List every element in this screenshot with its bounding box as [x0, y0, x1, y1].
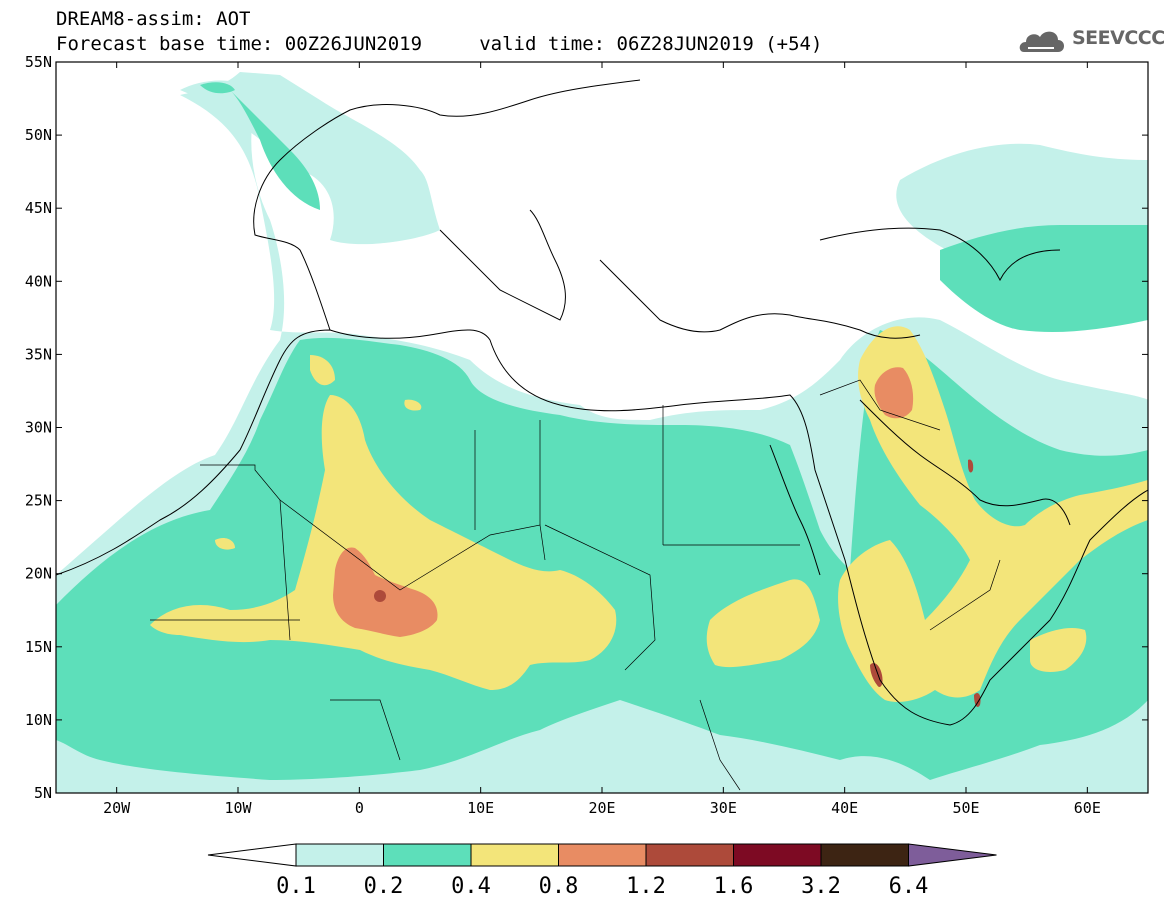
colorbar-label: 0.1	[276, 874, 316, 899]
colorbar-over-triangle	[908, 843, 997, 867]
coastlines	[56, 79, 1148, 726]
lat-tick-label: 55N	[25, 53, 52, 71]
colorbar-label: 3.2	[801, 874, 841, 899]
lon-tick-label: 20E	[588, 799, 615, 817]
colorbar: 0.1 0.2 0.4 0.8 1.2 1.6 3.2 6.4	[207, 843, 997, 899]
lat-tick-label: 30N	[25, 419, 52, 437]
lat-tick-label: 20N	[25, 565, 52, 583]
lon-tick-label: 60E	[1074, 799, 1101, 817]
country-borders	[150, 379, 1001, 791]
colorbar-box	[558, 843, 647, 867]
lat-tick-label: 10N	[25, 711, 52, 729]
colorbar-box	[295, 843, 384, 867]
title-line-2: Forecast base time: 00Z26JUN2019 valid t…	[56, 33, 823, 55]
lat-tick-label: 45N	[25, 199, 52, 217]
lon-tick-label: 30E	[710, 799, 737, 817]
lat-tick-label: 15N	[25, 638, 52, 656]
lat-tick-label: 5N	[34, 784, 52, 802]
colorbar-box	[733, 843, 822, 867]
colorbar-box	[820, 843, 909, 867]
title-line-1: DREAM8-assim: AOT	[56, 8, 251, 30]
colorbar-box	[383, 843, 472, 867]
logo-text: SEEVCCC	[1072, 27, 1165, 49]
lon-tick-label: 0	[355, 799, 364, 817]
lon-tick-label: 20W	[103, 799, 131, 817]
lon-tick-label: 10W	[224, 799, 252, 817]
colorbar-label: 0.2	[364, 874, 404, 899]
lat-tick-label: 40N	[25, 272, 52, 290]
colorbar-label: 6.4	[889, 874, 929, 899]
colorbar-label: 1.6	[714, 874, 754, 899]
lat-tick-label: 50N	[25, 126, 52, 144]
lat-tick-label: 35N	[25, 345, 52, 363]
colorbar-under-triangle	[207, 843, 297, 867]
aot-shading	[56, 72, 1148, 793]
lon-tick-label: 40E	[831, 799, 858, 817]
colorbar-label: 0.4	[451, 874, 491, 899]
lon-tick-label: 50E	[952, 799, 979, 817]
colorbar-box	[470, 843, 559, 867]
longitude-axis: 20W 10W 0 10E 20E 30E 40E 50E 60E	[103, 62, 1101, 817]
lon-tick-label: 10E	[467, 799, 494, 817]
cloud-icon	[1019, 31, 1064, 52]
lat-tick-label: 25N	[25, 492, 52, 510]
latitude-axis: 55N 50N 45N 40N 35N 30N 25N 20N 15N 10N 5N	[25, 53, 1148, 802]
colorbar-label: 0.8	[539, 874, 579, 899]
colorbar-box	[645, 843, 734, 867]
colorbar-label: 1.2	[626, 874, 666, 899]
